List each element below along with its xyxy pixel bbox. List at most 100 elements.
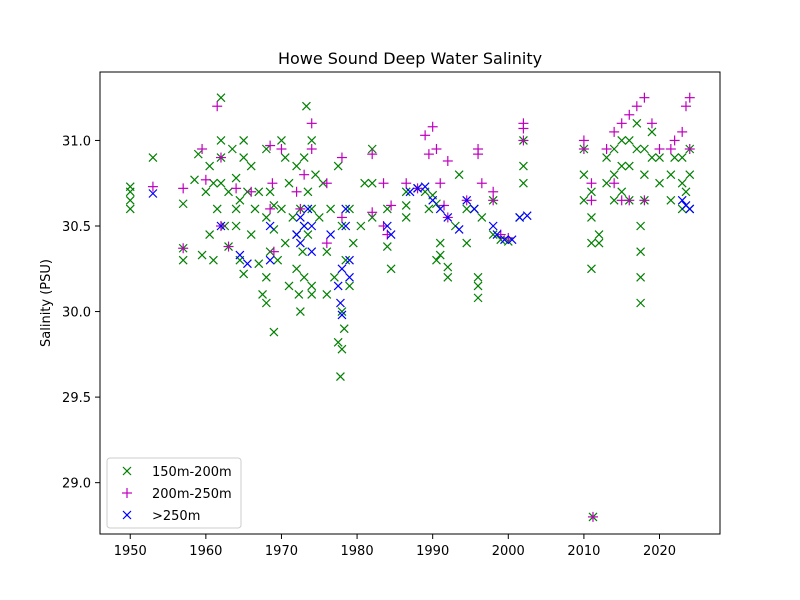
data-point-150-200: [609, 144, 619, 154]
data-point-150-200: [435, 238, 445, 248]
data-point-150-200: [473, 272, 483, 282]
data-point-150-200: [339, 324, 349, 334]
data-point-200-250: [624, 109, 635, 120]
data-point-150-200: [341, 255, 351, 265]
data-point-150-200: [518, 178, 528, 188]
data-point-150-200: [292, 161, 302, 171]
data-point-150-200: [208, 255, 218, 265]
data-point-150-200: [258, 290, 267, 299]
data-point-150-200: [677, 153, 687, 162]
data-point-150-200: [261, 298, 271, 308]
data-point-150-200: [294, 290, 304, 299]
data-point-200-250: [367, 207, 378, 218]
data-point-150-200: [424, 204, 434, 214]
data-point-gt250: [443, 213, 453, 222]
data-point-gt250: [345, 272, 354, 282]
data-point-200-250: [503, 232, 514, 243]
data-point-200-250: [427, 121, 438, 132]
data-point-150-200: [594, 230, 604, 239]
data-point-150-200: [322, 290, 332, 299]
data-point-150-200: [587, 213, 596, 222]
data-point-150-200: [231, 173, 241, 183]
data-point-150-200: [401, 187, 411, 197]
data-point-150-200: [367, 178, 377, 188]
y-axis: 29.0 29.5 30.0 30.5 31.0: [62, 134, 100, 492]
data-point-150-200: [670, 153, 680, 162]
data-point-150-200: [677, 178, 687, 188]
data-point-200-250: [518, 135, 529, 146]
data-point-200-250: [265, 140, 276, 151]
data-point-150-200: [617, 187, 627, 197]
y-tick-label: 31.0: [62, 134, 91, 149]
data-point-150-200: [639, 144, 649, 154]
data-point-gt250: [235, 250, 245, 260]
data-point-150-200: [685, 170, 695, 180]
legend-marker-icon: [122, 510, 132, 520]
data-point-gt250: [333, 281, 343, 291]
data-point-150-200: [443, 272, 453, 282]
data-point-200-250: [295, 203, 306, 214]
data-point-200-250: [246, 186, 257, 197]
data-point-gt250: [685, 204, 695, 214]
data-point-150-200: [462, 238, 472, 248]
data-point-150-200: [518, 161, 528, 171]
data-point-200-250: [306, 118, 317, 129]
data-point-200-250: [336, 212, 347, 223]
data-point-gt250: [469, 204, 479, 214]
data-point-150-200: [254, 187, 264, 197]
data-point-150-200: [360, 178, 370, 188]
data-point-gt250: [216, 221, 226, 231]
data-point-gt250: [382, 221, 392, 231]
data-point-gt250: [413, 183, 422, 193]
data-point-150-200: [273, 255, 283, 265]
data-point-200-250: [586, 195, 597, 206]
data-point-150-200: [231, 204, 241, 214]
data-point-150-200: [280, 238, 290, 248]
data-point-200-250: [578, 144, 589, 154]
data-point-200-250: [420, 130, 431, 141]
data-point-200-250: [267, 178, 278, 189]
data-point-150-200: [337, 344, 347, 354]
data-point-150-200: [224, 187, 233, 197]
data-point-150-200: [125, 182, 135, 192]
data-point-gt250: [345, 255, 354, 265]
data-point-gt250: [386, 230, 396, 239]
data-point-gt250: [492, 230, 502, 239]
data-point-150-200: [239, 269, 249, 279]
x-tick-label: 1950: [114, 544, 147, 559]
data-point-150-200: [333, 161, 343, 171]
data-point-150-200: [617, 136, 627, 145]
data-point-150-200: [208, 178, 218, 188]
legend-label: 150m-200m: [152, 465, 232, 480]
data-point-gt250: [420, 182, 430, 192]
data-point-150-200: [178, 255, 188, 265]
legend-box: [106, 457, 242, 529]
chart-title: Howe Sound Deep Water Salinity: [278, 49, 542, 68]
data-point-gt250: [326, 230, 336, 239]
data-point-200-250: [268, 246, 279, 257]
data-point-200-250: [291, 186, 302, 197]
data-point-150-200: [345, 281, 354, 291]
data-point-200-250: [378, 178, 389, 189]
data-point-150-200: [314, 213, 324, 222]
data-point-gt250: [265, 221, 275, 231]
data-point-200-250: [684, 144, 695, 154]
data-point-200-250: [200, 174, 211, 185]
data-point-150-200: [280, 153, 290, 162]
data-point-150-200: [579, 195, 589, 205]
data-point-150-200: [356, 221, 366, 231]
x-tick-label: 1990: [416, 544, 449, 559]
data-point-200-250: [386, 200, 397, 211]
data-point-150-200: [307, 136, 317, 145]
data-point-200-250: [518, 118, 529, 129]
data-point-200-250: [265, 203, 276, 214]
data-point-150-200: [301, 101, 311, 111]
data-point-150-200: [348, 238, 358, 248]
data-point-gt250: [462, 195, 472, 205]
data-point-150-200: [337, 221, 347, 231]
data-point-150-200: [473, 293, 483, 303]
data-point-gt250: [500, 235, 509, 245]
data-point-150-200: [609, 195, 619, 205]
data-point-200-250: [178, 243, 189, 254]
data-point-150-200: [298, 247, 308, 257]
